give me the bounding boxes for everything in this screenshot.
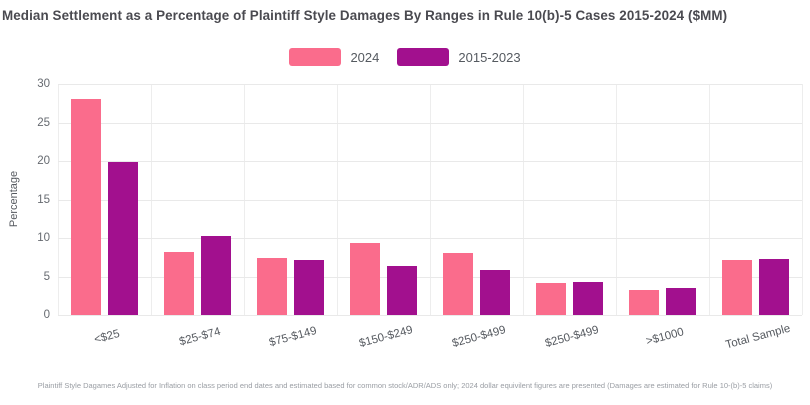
y-tick-label-15: 15 xyxy=(37,193,50,206)
legend: 2024 2015-2023 xyxy=(0,48,810,66)
horizontal-gridline xyxy=(58,276,802,278)
bar-2024-75-149 xyxy=(257,258,287,315)
bar-2024-250-499 xyxy=(536,283,566,315)
footnote: Plaintiff Style Dagames Adjusted for Inf… xyxy=(37,381,773,390)
bar-2015-2023-25 xyxy=(108,161,138,315)
bar-2024-25-74 xyxy=(164,251,194,315)
legend-swatch-2015-2023 xyxy=(397,48,450,66)
legend-item-2024[interactable]: 2024 xyxy=(289,48,379,66)
y-tick-label-30: 30 xyxy=(37,78,50,90)
y-tick-label-25: 25 xyxy=(37,116,50,129)
bar-2015-2023-75-149 xyxy=(294,259,324,315)
x-tick-label-75-149: $75-$149 xyxy=(267,324,318,350)
y-tick-label-20: 20 xyxy=(37,155,50,167)
bar-2024-1000 xyxy=(629,289,659,315)
horizontal-gridline xyxy=(58,161,802,162)
x-tick-label-250-499: $250-$499 xyxy=(543,324,600,350)
bar-2015-2023-250-499 xyxy=(480,270,510,315)
x-tick-label-total-sample: Total Sample xyxy=(723,322,792,352)
x-tick-label-150-249: $150-$249 xyxy=(357,324,414,350)
bar-2024-total-sample xyxy=(722,259,752,315)
legend-label-2015-2023: 2015-2023 xyxy=(458,49,521,65)
chart-title: Median Settlement as a Percentage of Pla… xyxy=(2,8,728,23)
legend-swatch-2024 xyxy=(289,48,342,66)
horizontal-gridline xyxy=(58,238,802,239)
x-tick-label-25: <$25 xyxy=(92,327,121,347)
bar-2024-25 xyxy=(71,98,101,315)
y-axis-title: Percentage xyxy=(8,170,20,228)
horizontal-gridline xyxy=(58,122,802,124)
legend-item-2015-2023[interactable]: 2015-2023 xyxy=(397,48,521,66)
bar-2015-2023-total-sample xyxy=(759,258,789,315)
vertical-gridline xyxy=(802,84,803,315)
bar-2015-2023-250-499 xyxy=(573,281,603,315)
bar-2015-2023-25-74 xyxy=(201,236,231,315)
bar-2024-150-249 xyxy=(350,243,380,315)
y-tick-label-5: 5 xyxy=(43,270,50,283)
bar-2015-2023-1000 xyxy=(666,288,696,315)
horizontal-gridline xyxy=(58,199,802,201)
x-tick-label-25-74: $25-$74 xyxy=(177,325,222,349)
bar-2024-250-499 xyxy=(443,253,473,315)
horizontal-gridline xyxy=(58,84,802,85)
horizontal-gridline xyxy=(58,315,802,316)
x-tick-label-1000: >$1000 xyxy=(644,326,685,348)
bar-2015-2023-150-249 xyxy=(387,266,417,315)
legend-label-2024: 2024 xyxy=(350,49,380,65)
x-tick-label-250-499: $250-$499 xyxy=(450,324,507,350)
y-tick-label-0: 0 xyxy=(43,309,50,321)
y-tick-label-10: 10 xyxy=(37,232,50,244)
